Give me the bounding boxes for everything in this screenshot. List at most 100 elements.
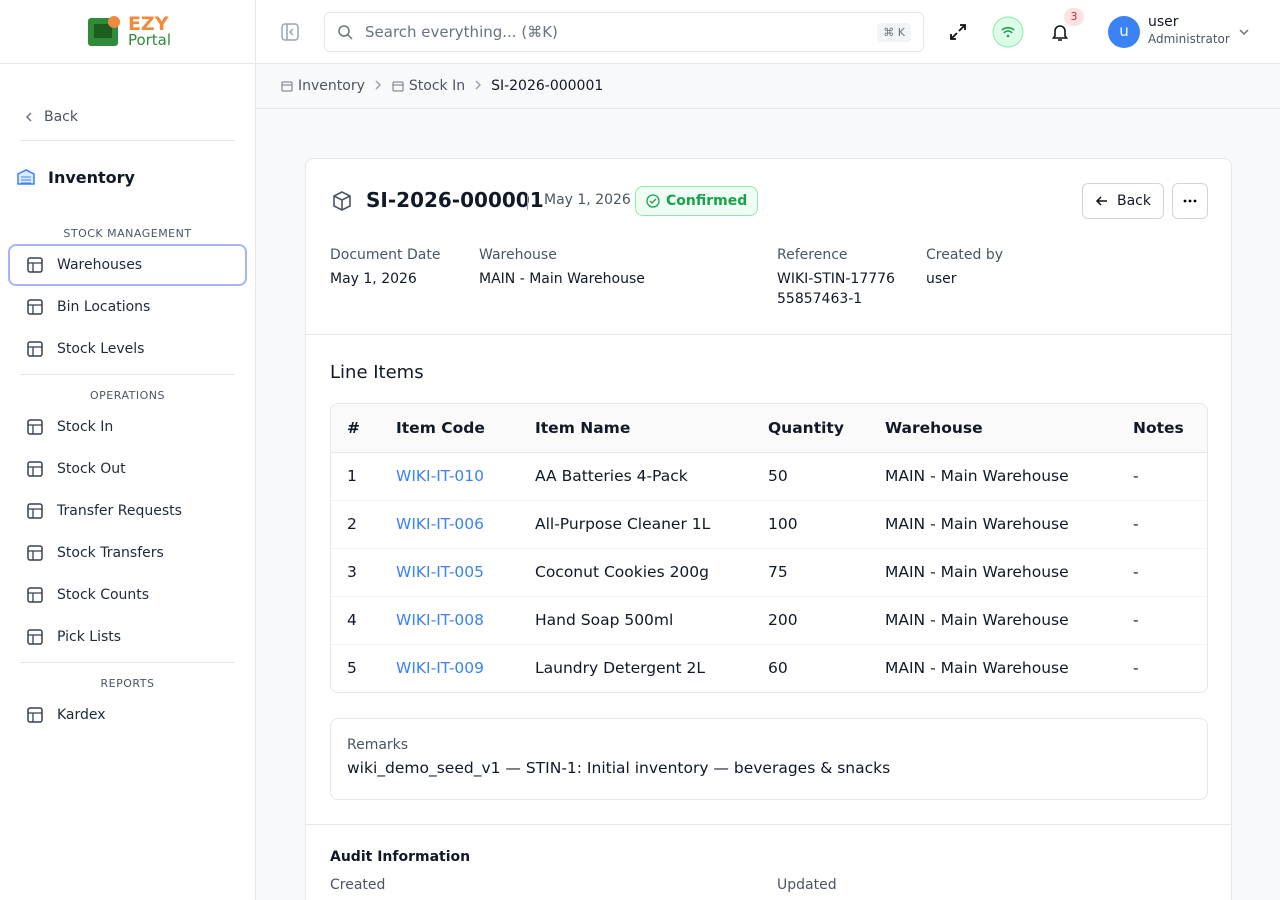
item-link[interactable]: WIKI-IT-009 — [396, 659, 485, 678]
fullscreen-button[interactable] — [948, 22, 968, 42]
nav-icon — [27, 587, 43, 603]
table-row: 3 WIKI-IT-005 Coconut Cookies 200g 75 MAIN -… — [331, 547, 1207, 596]
nav-label: Transfer Requests — [57, 503, 182, 519]
section-title: REPORTS — [100, 677, 155, 690]
cell: MAIN - Main Warehouse — [885, 499, 1133, 548]
section-title: STOCK MANAGEMENT — [63, 227, 192, 240]
user-name: user — [1148, 14, 1179, 30]
audit-created: Created — [330, 877, 386, 893]
nav-icon — [27, 419, 43, 435]
divider — [20, 662, 235, 663]
cell: - — [1133, 499, 1207, 548]
nav-icon — [27, 257, 43, 273]
connection-status[interactable] — [992, 16, 1024, 48]
notification-count: 3 — [1064, 8, 1084, 26]
more-button[interactable] — [1172, 183, 1208, 219]
chevron-icon — [25, 112, 32, 122]
cell: WIKI-IT-008 — [396, 595, 535, 644]
crumb[interactable]: Inventory — [280, 78, 365, 94]
user-role: Administrator — [1148, 32, 1230, 46]
user-info[interactable]: user Administrator — [1148, 14, 1230, 46]
crumb-icon — [392, 81, 404, 92]
field-label: Reference — [777, 247, 848, 263]
cell: WIKI-IT-009 — [396, 643, 535, 692]
breadcrumb: Inventory Stock In SI-2026-000001 — [256, 64, 1280, 109]
nav-item[interactable]: Stock In — [8, 406, 247, 448]
dots-icon — [1183, 199, 1197, 203]
cell: 5 — [331, 643, 396, 692]
column-header: Item Name — [535, 404, 768, 453]
nav-icon — [27, 545, 43, 561]
audit-title: Audit Information — [330, 849, 471, 865]
item-link[interactable]: WIKI-IT-010 — [396, 467, 485, 485]
avatar[interactable]: u — [1108, 16, 1140, 48]
status-badge: Confirmed — [635, 186, 759, 216]
back-button[interactable]: Back — [1082, 183, 1164, 219]
cell: MAIN - Main Warehouse — [885, 595, 1133, 644]
document-card: SI-2026-000001 May 1, 2026 Confirmed Bac… — [305, 158, 1232, 900]
column-header: Item Code — [396, 404, 535, 453]
crumb[interactable]: Stock In — [391, 78, 465, 94]
logo-icon — [87, 15, 120, 46]
cell: WIKI-IT-005 — [396, 547, 535, 596]
crumb-sep — [373, 78, 383, 94]
search-icon — [338, 25, 353, 40]
collapse-button[interactable] — [280, 22, 300, 42]
nav-item[interactable]: Bin Locations — [8, 286, 247, 328]
line-items-table-wrap: # Item Code Item Name Quantity Warehouse Note… — [330, 403, 1208, 693]
item-link[interactable]: WIKI-IT-005 — [396, 563, 485, 581]
field: Document Date May 1, 2026 — [330, 247, 610, 289]
notifications-button[interactable] — [1050, 22, 1070, 42]
nav-label: Stock Out — [57, 461, 126, 477]
nav-item[interactable]: Stock Out — [8, 448, 247, 490]
topbar: Search everything... (⌘K) ⌘ K 3 u user A… — [256, 0, 1280, 64]
sidebar-back[interactable]: Back — [0, 64, 255, 140]
item-link[interactable]: WIKI-IT-006 — [396, 515, 485, 533]
item-link[interactable]: WIKI-IT-008 — [396, 611, 485, 629]
cell: - — [1133, 643, 1207, 692]
field-label: Document Date — [330, 247, 441, 263]
cell: 50 — [768, 451, 885, 500]
field-value: user — [926, 271, 957, 287]
nav-item[interactable]: Stock Counts — [8, 574, 247, 616]
cell: MAIN - Main Warehouse — [885, 643, 1133, 692]
doc-date: May 1, 2026 — [544, 192, 631, 208]
nav-item[interactable]: Warehouses — [8, 244, 247, 286]
nav-label: Kardex — [57, 707, 106, 723]
nav-icon — [27, 707, 43, 723]
field-value: MAIN - Main Warehouse — [479, 271, 645, 287]
cell: 2 — [331, 499, 396, 548]
cell: 4 — [331, 595, 396, 644]
nav-label: Stock Transfers — [57, 545, 164, 561]
crumb: SI-2026-000001 — [491, 78, 603, 94]
cell: Coconut Cookies 200g — [535, 547, 768, 596]
cell: WIKI-IT-006 — [396, 499, 535, 548]
user-menu-chevron[interactable] — [1238, 27, 1250, 37]
field: Created by user — [926, 247, 1206, 289]
crumb-label: Inventory — [298, 78, 365, 94]
field-value: WIKI-STIN-1777655857463-1 — [777, 271, 895, 307]
column-header: Warehouse — [885, 404, 1133, 453]
nav-item[interactable]: Transfer Requests — [8, 490, 247, 532]
cell: 100 — [768, 499, 885, 548]
nav-item[interactable]: Kardex — [8, 694, 247, 736]
audit-updated: Updated — [777, 877, 837, 893]
nav: STOCK MANAGEMENT Warehouses Bin Locations S… — [0, 213, 255, 736]
search-box[interactable]: Search everything... (⌘K) ⌘ K — [324, 12, 924, 52]
nav-label: Stock In — [57, 419, 114, 435]
logo-brand: EZY — [127, 13, 169, 35]
table-row: 1 WIKI-IT-010 AA Batteries 4-Pack 50 MAIN - … — [331, 451, 1207, 500]
search-placeholder: Search everything... (⌘K) — [365, 23, 558, 41]
column-header: Quantity — [768, 404, 885, 453]
status-text: Confirmed — [666, 193, 748, 209]
nav-item[interactable]: Pick Lists — [8, 616, 247, 658]
cell: - — [1133, 595, 1207, 644]
field: Reference WIKI-STIN-1777655857463-1 — [777, 247, 902, 309]
crumb-sep — [473, 78, 483, 94]
nav-label: Stock Levels — [57, 341, 145, 357]
remarks-label: Remarks — [347, 737, 409, 753]
nav-item[interactable]: Stock Transfers — [8, 532, 247, 574]
nav-label: Stock Counts — [57, 587, 150, 603]
nav-item[interactable]: Stock Levels — [8, 328, 247, 370]
